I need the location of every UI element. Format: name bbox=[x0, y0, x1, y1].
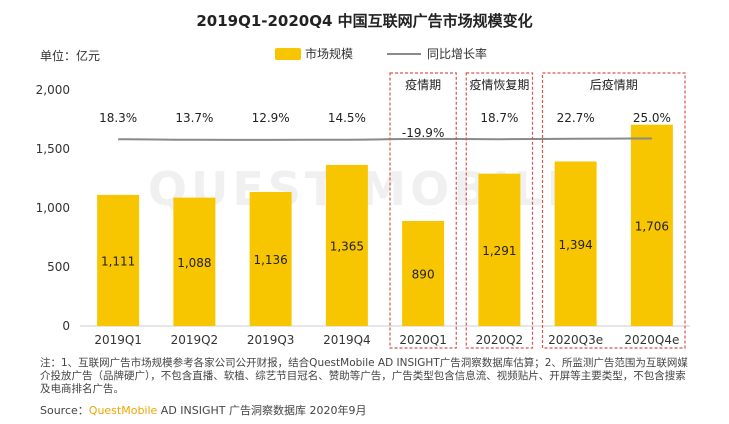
bar bbox=[402, 220, 445, 326]
source-rest: AD INSIGHT 广告洞察数据库 2020年9月 bbox=[157, 404, 367, 417]
legend-line-swatch bbox=[387, 52, 422, 55]
period-label: 疫情期 bbox=[405, 77, 441, 92]
y-tick-label: 1,000 bbox=[36, 201, 70, 215]
legend-line-label: 同比增长率 bbox=[427, 47, 488, 61]
legend-bar-swatch bbox=[275, 47, 301, 60]
unit-label: 单位：亿元 bbox=[40, 49, 101, 63]
bar-value-label: 890 bbox=[412, 267, 435, 281]
bar-value-label: 1,111 bbox=[101, 254, 135, 268]
growth-rate-label: 25.0% bbox=[633, 111, 671, 125]
period-label: 疫情恢复期 bbox=[469, 77, 529, 92]
bar bbox=[97, 194, 140, 326]
legend-bar-label: 市场规模 bbox=[305, 47, 354, 61]
source-prefix: Source： bbox=[40, 404, 89, 417]
bar bbox=[173, 197, 216, 326]
bar-value-label: 1,088 bbox=[177, 256, 211, 270]
growth-rate-label: 22.7% bbox=[557, 111, 595, 125]
growth-rate-label: 12.9% bbox=[252, 111, 290, 125]
bar bbox=[554, 161, 597, 326]
bar-value-label: 1,365 bbox=[330, 239, 364, 253]
y-tick-label: 2,000 bbox=[36, 83, 70, 97]
y-tick-label: 500 bbox=[47, 260, 70, 274]
period-label: 后疫情期 bbox=[590, 77, 638, 92]
source-brand: QuestMobile bbox=[88, 404, 158, 417]
x-tick-label: 2019Q2 bbox=[171, 333, 219, 347]
growth-rate-label: 18.7% bbox=[480, 111, 518, 125]
y-tick-label: 1,500 bbox=[36, 142, 70, 156]
chart-title: 2019Q1-2020Q4 中国互联网广告市场规模变化 bbox=[196, 12, 533, 30]
source-line: Source：QuestMobile AD INSIGHT 广告洞察数据库 20… bbox=[40, 402, 367, 418]
x-tick-label: 2019Q3 bbox=[247, 333, 295, 347]
bar-value-label: 1,291 bbox=[482, 244, 516, 258]
x-tick-label: 2019Q1 bbox=[94, 333, 142, 347]
bar bbox=[325, 164, 368, 326]
bar bbox=[249, 191, 292, 326]
bar bbox=[630, 124, 673, 326]
growth-rate-label: 18.3% bbox=[99, 111, 137, 125]
growth-rate-label: 13.7% bbox=[175, 111, 213, 125]
growth-rate-label: -19.9% bbox=[402, 126, 444, 140]
x-tick-label: 2020Q1 bbox=[399, 333, 447, 347]
x-tick-label: 2020Q4e bbox=[624, 333, 679, 347]
bar bbox=[478, 173, 521, 326]
period-box bbox=[465, 72, 534, 349]
x-tick-label: 2020Q2 bbox=[476, 333, 524, 347]
period-box bbox=[389, 72, 457, 349]
growth-rate-line bbox=[118, 137, 652, 141]
x-tick-label: 2019Q4 bbox=[323, 333, 371, 347]
period-box bbox=[541, 72, 686, 349]
growth-rate-label: 14.5% bbox=[328, 111, 366, 125]
y-tick-label: 0 bbox=[62, 319, 70, 333]
bar-value-label: 1,394 bbox=[558, 238, 592, 252]
footnote: 注：1、互联网广告市场规模参考各家公司公开财报，结合QuestMobile AD… bbox=[40, 357, 688, 395]
bar-value-label: 1,706 bbox=[635, 219, 669, 233]
bar-value-label: 1,136 bbox=[253, 253, 287, 267]
legend: 市场规模 同比增长率 bbox=[275, 45, 487, 62]
x-tick-label: 2020Q3e bbox=[548, 333, 603, 347]
